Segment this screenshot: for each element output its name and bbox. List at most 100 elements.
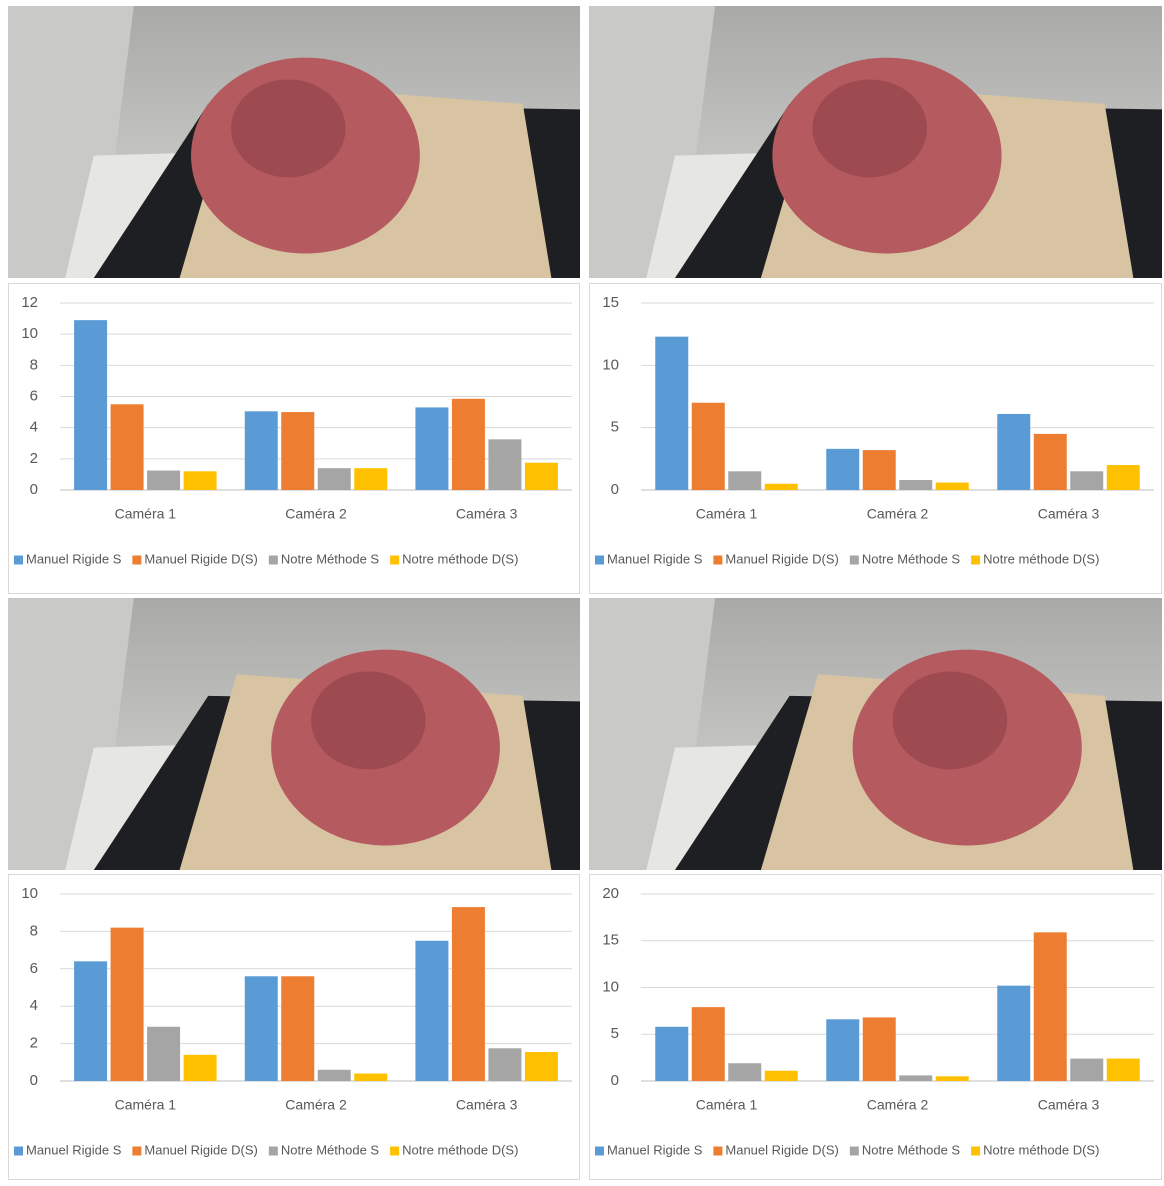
photo [8, 598, 581, 870]
bar [110, 927, 144, 1081]
y-tick-label: 10 [21, 325, 38, 342]
bar [826, 448, 860, 490]
bar [524, 1052, 558, 1081]
legend-label: Manuel Rigide S [607, 551, 703, 566]
bar [451, 398, 485, 490]
x-tick-label: Caméra 1 [115, 506, 177, 522]
y-tick-label: 5 [611, 1025, 619, 1042]
bar [110, 404, 144, 490]
x-tick-label: Caméra 2 [867, 506, 929, 522]
legend-swatch [713, 555, 723, 565]
bar [317, 468, 351, 490]
bar [764, 1070, 798, 1081]
y-tick-label: 2 [30, 1035, 38, 1052]
bar [244, 411, 278, 490]
bar [281, 976, 315, 1081]
bar [488, 1048, 522, 1081]
x-tick-label: Caméra 2 [867, 1097, 929, 1113]
bar [415, 940, 449, 1081]
bar [147, 1026, 181, 1081]
legend-label: Notre méthode D(S) [402, 551, 518, 566]
legend-label: Manuel Rigide S [26, 1142, 122, 1157]
y-tick-label: 0 [30, 481, 38, 498]
y-tick-label: 8 [30, 356, 38, 373]
bar [862, 1017, 896, 1081]
y-tick-label: 12 [21, 294, 38, 311]
x-tick-label: Caméra 2 [285, 1097, 347, 1113]
bar [997, 413, 1031, 490]
bar [1070, 471, 1104, 490]
legend-swatch [595, 555, 604, 565]
y-tick-label: 2 [30, 450, 38, 467]
legend-label: Notre Méthode S [862, 1142, 961, 1157]
liver-shade [311, 671, 426, 770]
legend-label: Manuel Rigide D(S) [144, 551, 257, 566]
legend-swatch [390, 1146, 400, 1156]
y-tick-label: 15 [602, 294, 619, 311]
legend-swatch [132, 1146, 142, 1156]
legend-swatch [849, 1146, 859, 1156]
y-tick-label: 20 [602, 885, 619, 902]
x-tick-label: Caméra 3 [1038, 506, 1100, 522]
y-tick-label: 6 [30, 960, 38, 977]
bar [1106, 1058, 1140, 1081]
y-tick-label: 5 [611, 419, 619, 436]
legend-swatch [132, 555, 142, 565]
bar [354, 468, 388, 490]
bar [691, 1007, 725, 1081]
bar [655, 1026, 689, 1081]
bar [488, 439, 522, 490]
legend-label: Notre Méthode S [862, 551, 961, 566]
bar [899, 1075, 933, 1081]
y-tick-label: 4 [30, 419, 38, 436]
legend-label: Manuel Rigide S [26, 551, 122, 566]
bar [826, 1019, 860, 1081]
bar [997, 985, 1031, 1081]
bar [728, 471, 762, 490]
legend-swatch [595, 1146, 604, 1156]
y-tick-label: 0 [611, 481, 619, 498]
y-tick-label: 10 [21, 885, 38, 902]
bar [862, 450, 896, 490]
legend-label: Notre méthode D(S) [402, 1142, 518, 1157]
photo [589, 598, 1162, 870]
bar [1106, 465, 1140, 490]
legend-swatch [268, 555, 278, 565]
bar [899, 480, 933, 490]
bar [183, 1054, 217, 1081]
y-tick-label: 0 [611, 1072, 619, 1089]
bar [691, 402, 725, 490]
legend-label: Notre méthode D(S) [983, 551, 1099, 566]
y-tick-label: 0 [30, 1072, 38, 1089]
x-tick-label: Caméra 3 [456, 506, 518, 522]
bar [728, 1063, 762, 1081]
bar [935, 1076, 969, 1081]
x-tick-label: Caméra 2 [285, 506, 347, 522]
bar [524, 462, 558, 490]
legend-swatch [713, 1146, 723, 1156]
bar [74, 320, 108, 490]
y-tick-label: 8 [30, 922, 38, 939]
x-tick-label: Caméra 3 [1038, 1097, 1100, 1113]
photo [589, 6, 1162, 278]
legend-swatch [268, 1146, 278, 1156]
y-tick-label: 10 [602, 356, 619, 373]
legend-label: Notre méthode D(S) [983, 1142, 1099, 1157]
bar [1070, 1058, 1104, 1081]
legend-label: Manuel Rigide D(S) [725, 1142, 838, 1157]
y-tick-label: 6 [30, 387, 38, 404]
bar [183, 471, 217, 490]
y-tick-label: 10 [602, 978, 619, 995]
liver-shade [231, 79, 346, 178]
legend-swatch [971, 555, 981, 565]
legend-swatch [849, 555, 859, 565]
bar [764, 483, 798, 490]
y-tick-label: 15 [602, 932, 619, 949]
bar [281, 412, 315, 490]
legend-swatch [14, 555, 23, 565]
x-tick-label: Caméra 1 [696, 1097, 758, 1113]
legend-swatch [14, 1146, 23, 1156]
bar [935, 482, 969, 490]
liver-shade [892, 671, 1008, 770]
